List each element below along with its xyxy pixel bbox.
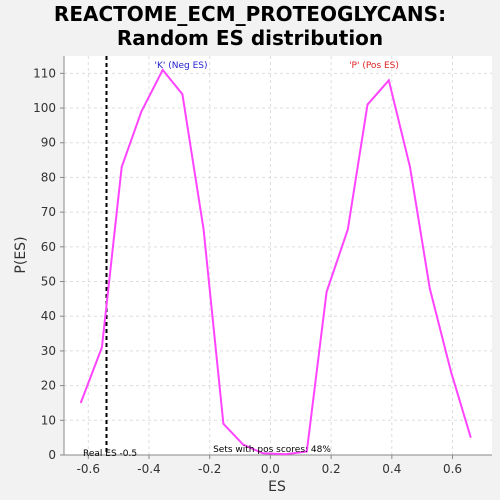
y-tick-label: 110 <box>33 66 56 80</box>
plot-area <box>64 56 492 455</box>
chart-title-line1: REACTOME_ECM_PROTEOGLYCANS: <box>53 2 447 26</box>
es-distribution-line <box>79 68 472 456</box>
x-tick-label: -0.6 <box>77 462 100 476</box>
y-tick-label: 40 <box>41 309 56 323</box>
x-tick-label: 0.6 <box>443 462 462 476</box>
x-tick-label: -0.4 <box>137 462 160 476</box>
x-tick-label: -0.2 <box>198 462 221 476</box>
y-tick-label: 20 <box>41 379 56 393</box>
x-axis-label: ES <box>268 479 286 495</box>
y-tick-label: 70 <box>41 205 56 219</box>
neg-es-label: 'K' (Neg ES) <box>155 61 208 71</box>
x-tick-label: 0.4 <box>382 462 401 476</box>
x-axis-ticks: -0.6 -0.4 -0.2 0.0 0.2 0.4 0.6 <box>77 455 462 476</box>
pos-scores-label: Sets with pos scores: 48% <box>213 445 331 455</box>
y-tick-label: 30 <box>41 344 56 358</box>
pos-es-label: 'P' (Pos ES) <box>349 61 399 71</box>
chart-title-line2: Random ES distribution <box>116 26 384 50</box>
y-tick-label: 50 <box>41 275 56 289</box>
axes <box>63 56 492 456</box>
y-tick-label: 100 <box>33 101 56 115</box>
x-tick-label: 0.0 <box>261 462 280 476</box>
y-tick-label: 60 <box>41 240 56 254</box>
y-tick-label: 80 <box>41 170 56 184</box>
y-axis-ticks: 0 10 20 30 40 50 60 70 80 90 100 110 <box>33 66 64 462</box>
y-axis-label: P(ES) <box>13 236 29 273</box>
y-tick-label: 90 <box>41 136 56 150</box>
real-es-label: Real ES -0.5 <box>83 449 137 459</box>
x-tick-label: 0.2 <box>322 462 341 476</box>
y-tick-label: 10 <box>41 413 56 427</box>
y-tick-label: 0 <box>48 448 56 462</box>
